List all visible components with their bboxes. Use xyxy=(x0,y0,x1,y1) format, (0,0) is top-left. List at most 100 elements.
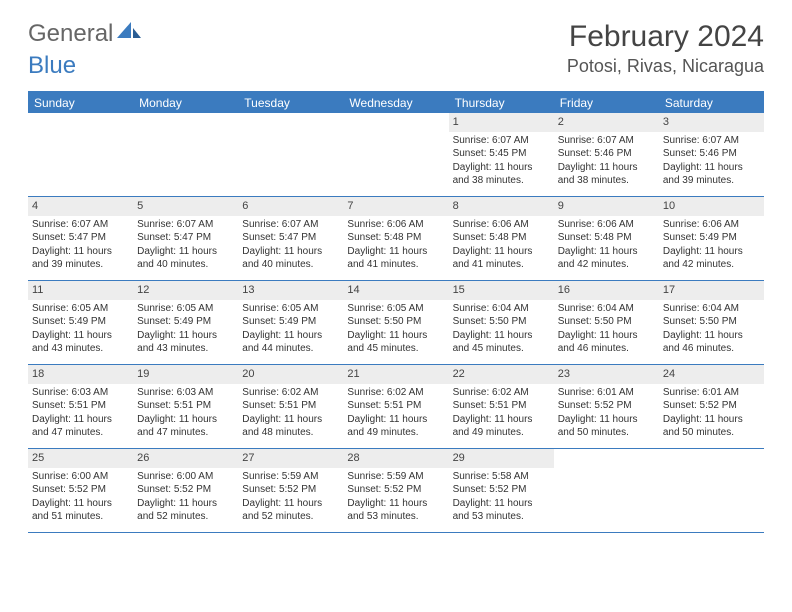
daylight-text: Daylight: 11 hours and 39 minutes. xyxy=(32,245,129,272)
day-number xyxy=(133,113,238,132)
sunrise-text: Sunrise: 5:59 AM xyxy=(242,470,339,484)
day-cell xyxy=(238,113,343,196)
day-cell: 8Sunrise: 6:06 AMSunset: 5:48 PMDaylight… xyxy=(449,197,554,280)
sunrise-text: Sunrise: 6:05 AM xyxy=(32,302,129,316)
daylight-text: Daylight: 11 hours and 49 minutes. xyxy=(347,413,444,440)
day-body: Sunrise: 6:06 AMSunset: 5:49 PMDaylight:… xyxy=(659,216,764,278)
sunset-text: Sunset: 5:50 PM xyxy=(347,315,444,329)
day-body: Sunrise: 5:58 AMSunset: 5:52 PMDaylight:… xyxy=(449,468,554,530)
day-body: Sunrise: 6:05 AMSunset: 5:50 PMDaylight:… xyxy=(343,300,448,362)
day-number: 5 xyxy=(133,197,238,216)
day-number: 29 xyxy=(449,449,554,468)
daylight-text: Daylight: 11 hours and 46 minutes. xyxy=(558,329,655,356)
sunrise-text: Sunrise: 6:06 AM xyxy=(347,218,444,232)
sunrise-text: Sunrise: 6:05 AM xyxy=(347,302,444,316)
day-cell: 22Sunrise: 6:02 AMSunset: 5:51 PMDayligh… xyxy=(449,365,554,448)
sunset-text: Sunset: 5:52 PM xyxy=(347,483,444,497)
day-cell: 7Sunrise: 6:06 AMSunset: 5:48 PMDaylight… xyxy=(343,197,448,280)
daylight-text: Daylight: 11 hours and 40 minutes. xyxy=(242,245,339,272)
daylight-text: Daylight: 11 hours and 39 minutes. xyxy=(663,161,760,188)
day-number: 12 xyxy=(133,281,238,300)
day-body: Sunrise: 6:03 AMSunset: 5:51 PMDaylight:… xyxy=(28,384,133,446)
day-number: 26 xyxy=(133,449,238,468)
weekday-header: Friday xyxy=(554,93,659,113)
location: Potosi, Rivas, Nicaragua xyxy=(567,56,764,77)
weekday-header: Sunday xyxy=(28,93,133,113)
day-body: Sunrise: 6:05 AMSunset: 5:49 PMDaylight:… xyxy=(133,300,238,362)
week-row: 18Sunrise: 6:03 AMSunset: 5:51 PMDayligh… xyxy=(28,365,764,449)
day-body: Sunrise: 6:06 AMSunset: 5:48 PMDaylight:… xyxy=(449,216,554,278)
day-number: 23 xyxy=(554,365,659,384)
sunset-text: Sunset: 5:50 PM xyxy=(663,315,760,329)
day-cell: 12Sunrise: 6:05 AMSunset: 5:49 PMDayligh… xyxy=(133,281,238,364)
day-number xyxy=(238,113,343,132)
daylight-text: Daylight: 11 hours and 45 minutes. xyxy=(347,329,444,356)
sunrise-text: Sunrise: 6:00 AM xyxy=(137,470,234,484)
week-row: 1Sunrise: 6:07 AMSunset: 5:45 PMDaylight… xyxy=(28,113,764,197)
sunset-text: Sunset: 5:51 PM xyxy=(137,399,234,413)
weekday-header: Monday xyxy=(133,93,238,113)
sunset-text: Sunset: 5:48 PM xyxy=(558,231,655,245)
day-number: 9 xyxy=(554,197,659,216)
day-cell: 4Sunrise: 6:07 AMSunset: 5:47 PMDaylight… xyxy=(28,197,133,280)
sunrise-text: Sunrise: 6:04 AM xyxy=(453,302,550,316)
day-body: Sunrise: 6:06 AMSunset: 5:48 PMDaylight:… xyxy=(554,216,659,278)
day-number: 4 xyxy=(28,197,133,216)
day-number: 10 xyxy=(659,197,764,216)
daylight-text: Daylight: 11 hours and 47 minutes. xyxy=(32,413,129,440)
day-body: Sunrise: 6:02 AMSunset: 5:51 PMDaylight:… xyxy=(343,384,448,446)
calendar: SundayMondayTuesdayWednesdayThursdayFrid… xyxy=(28,91,764,533)
day-number: 24 xyxy=(659,365,764,384)
sunrise-text: Sunrise: 6:07 AM xyxy=(137,218,234,232)
day-body: Sunrise: 6:02 AMSunset: 5:51 PMDaylight:… xyxy=(449,384,554,446)
sunrise-text: Sunrise: 6:07 AM xyxy=(242,218,339,232)
day-cell: 9Sunrise: 6:06 AMSunset: 5:48 PMDaylight… xyxy=(554,197,659,280)
day-cell: 17Sunrise: 6:04 AMSunset: 5:50 PMDayligh… xyxy=(659,281,764,364)
day-body: Sunrise: 6:01 AMSunset: 5:52 PMDaylight:… xyxy=(659,384,764,446)
day-number: 2 xyxy=(554,113,659,132)
day-cell: 6Sunrise: 6:07 AMSunset: 5:47 PMDaylight… xyxy=(238,197,343,280)
daylight-text: Daylight: 11 hours and 46 minutes. xyxy=(663,329,760,356)
weekday-header: Wednesday xyxy=(343,93,448,113)
day-number: 17 xyxy=(659,281,764,300)
sunrise-text: Sunrise: 6:02 AM xyxy=(453,386,550,400)
day-body: Sunrise: 6:04 AMSunset: 5:50 PMDaylight:… xyxy=(659,300,764,362)
daylight-text: Daylight: 11 hours and 52 minutes. xyxy=(137,497,234,524)
day-number: 8 xyxy=(449,197,554,216)
daylight-text: Daylight: 11 hours and 48 minutes. xyxy=(242,413,339,440)
sunrise-text: Sunrise: 6:01 AM xyxy=(558,386,655,400)
day-number xyxy=(343,113,448,132)
day-cell: 1Sunrise: 6:07 AMSunset: 5:45 PMDaylight… xyxy=(449,113,554,196)
logo-text-2: Blue xyxy=(28,52,76,80)
sunrise-text: Sunrise: 5:58 AM xyxy=(453,470,550,484)
day-number: 1 xyxy=(449,113,554,132)
day-body: Sunrise: 6:03 AMSunset: 5:51 PMDaylight:… xyxy=(133,384,238,446)
sunrise-text: Sunrise: 6:02 AM xyxy=(242,386,339,400)
day-cell xyxy=(28,113,133,196)
day-cell: 14Sunrise: 6:05 AMSunset: 5:50 PMDayligh… xyxy=(343,281,448,364)
day-cell: 10Sunrise: 6:06 AMSunset: 5:49 PMDayligh… xyxy=(659,197,764,280)
sunrise-text: Sunrise: 6:05 AM xyxy=(137,302,234,316)
sunset-text: Sunset: 5:52 PM xyxy=(663,399,760,413)
day-cell: 13Sunrise: 6:05 AMSunset: 5:49 PMDayligh… xyxy=(238,281,343,364)
logo-text-1: General xyxy=(28,20,113,48)
sunrise-text: Sunrise: 6:06 AM xyxy=(663,218,760,232)
daylight-text: Daylight: 11 hours and 49 minutes. xyxy=(453,413,550,440)
day-cell: 19Sunrise: 6:03 AMSunset: 5:51 PMDayligh… xyxy=(133,365,238,448)
daylight-text: Daylight: 11 hours and 51 minutes. xyxy=(32,497,129,524)
day-number: 16 xyxy=(554,281,659,300)
day-cell: 27Sunrise: 5:59 AMSunset: 5:52 PMDayligh… xyxy=(238,449,343,532)
sunrise-text: Sunrise: 6:06 AM xyxy=(453,218,550,232)
sunset-text: Sunset: 5:45 PM xyxy=(453,147,550,161)
sunset-text: Sunset: 5:46 PM xyxy=(558,147,655,161)
sunrise-text: Sunrise: 6:03 AM xyxy=(32,386,129,400)
day-body: Sunrise: 5:59 AMSunset: 5:52 PMDaylight:… xyxy=(343,468,448,530)
day-cell: 20Sunrise: 6:02 AMSunset: 5:51 PMDayligh… xyxy=(238,365,343,448)
day-number: 14 xyxy=(343,281,448,300)
day-number xyxy=(554,449,659,468)
sunrise-text: Sunrise: 6:06 AM xyxy=(558,218,655,232)
sunrise-text: Sunrise: 6:04 AM xyxy=(558,302,655,316)
weekday-header: Saturday xyxy=(659,93,764,113)
sunset-text: Sunset: 5:49 PM xyxy=(242,315,339,329)
day-body: Sunrise: 6:06 AMSunset: 5:48 PMDaylight:… xyxy=(343,216,448,278)
